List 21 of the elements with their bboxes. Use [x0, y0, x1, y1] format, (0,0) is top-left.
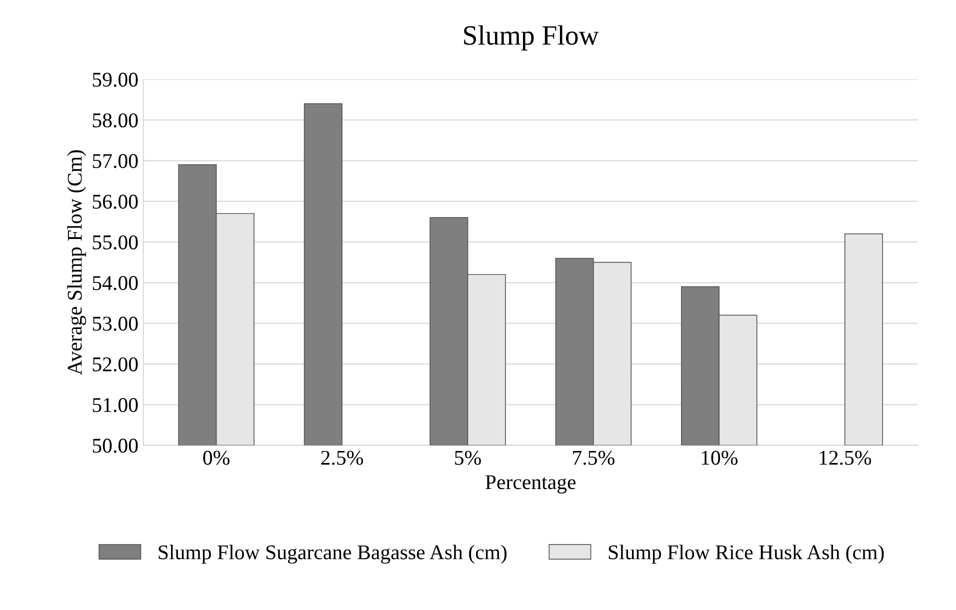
- y-axis-title: Average Slump Flow (Cm): [67, 150, 86, 376]
- y-tick-label: 57.00: [92, 154, 138, 168]
- y-tick-label: 56.00: [92, 194, 138, 209]
- chart-title: Slump Flow: [464, 25, 599, 50]
- y-tick-label: 54.00: [92, 276, 138, 290]
- y-tick-label: 53.00: [92, 316, 138, 331]
- x-tick-label: 2.5%: [321, 450, 364, 465]
- x-tick-label: 7.5%: [573, 450, 614, 465]
- y-tick-label: 58.00: [92, 113, 138, 128]
- y-tick-label: 59.00: [92, 72, 138, 87]
- y-tick-label: 52.00: [92, 357, 138, 372]
- y-tick-label: 50.00: [92, 438, 138, 453]
- y-tick-label: 55.00: [92, 235, 138, 250]
- x-tick-label: 5%: [455, 450, 481, 465]
- y-tick-label: 51.00: [92, 398, 138, 412]
- x-axis-title: Percentage: [485, 475, 576, 494]
- x-tick-label: 10%: [702, 450, 738, 465]
- legend-label: Slump Flow Rice Husk Ash (cm): [608, 544, 884, 564]
- legend-label: Slump Flow Sugarcane Bagasse Ash (cm): [158, 544, 507, 564]
- x-tick-label: 0%: [203, 450, 230, 465]
- x-tick-label: 12.5%: [820, 450, 872, 465]
